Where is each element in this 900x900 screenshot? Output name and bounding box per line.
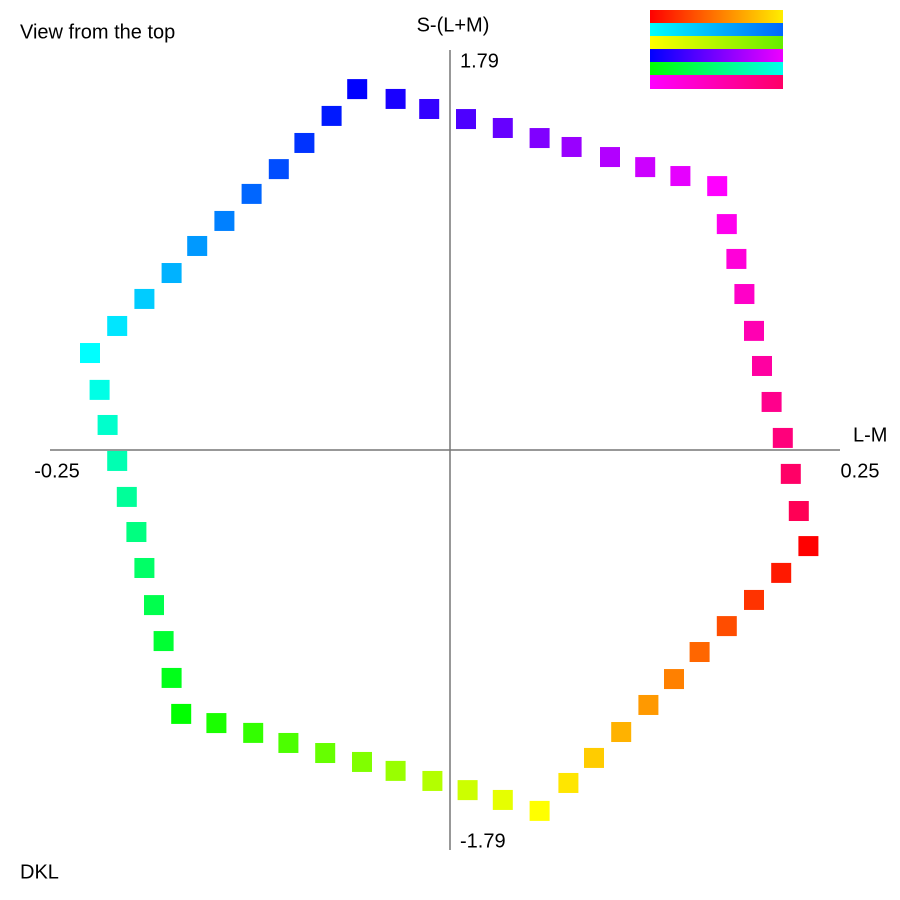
point xyxy=(772,427,793,448)
title: View from the top xyxy=(20,21,175,43)
point xyxy=(558,772,579,793)
point xyxy=(457,780,478,801)
x-axis-label: L-M xyxy=(853,424,887,446)
swatch-row xyxy=(650,49,783,62)
swatch-row xyxy=(650,36,783,49)
point xyxy=(214,210,235,231)
point xyxy=(243,722,264,743)
point xyxy=(716,214,737,235)
point xyxy=(584,747,604,768)
x-tick-label: 0.25 xyxy=(841,460,880,482)
point xyxy=(780,463,801,484)
point xyxy=(352,751,372,772)
point xyxy=(561,136,582,157)
point xyxy=(707,176,728,197)
point xyxy=(744,589,764,610)
y-tick-label: 1.79 xyxy=(460,50,499,72)
point xyxy=(385,760,406,781)
point xyxy=(321,105,342,126)
point xyxy=(107,315,128,336)
y-axis-label: S-(L+M) xyxy=(417,14,490,36)
point xyxy=(635,157,656,178)
point xyxy=(126,522,147,543)
palette xyxy=(650,10,783,89)
point xyxy=(315,743,336,764)
point xyxy=(529,800,550,821)
point xyxy=(798,536,819,557)
point xyxy=(638,694,659,715)
swatch-row xyxy=(650,23,783,36)
point xyxy=(144,595,164,616)
point xyxy=(771,562,792,583)
point xyxy=(241,183,262,204)
point xyxy=(611,722,632,743)
point xyxy=(752,355,772,376)
point xyxy=(116,486,137,507)
point xyxy=(456,109,476,130)
point xyxy=(422,770,443,791)
point xyxy=(134,288,155,309)
x-tick-label: -0.25 xyxy=(34,460,80,482)
point xyxy=(206,713,227,734)
point xyxy=(385,88,406,109)
point xyxy=(734,284,755,305)
point xyxy=(347,79,368,100)
point xyxy=(529,128,550,149)
point xyxy=(726,248,747,269)
point xyxy=(761,391,782,412)
point xyxy=(788,501,809,522)
point xyxy=(744,320,764,341)
point xyxy=(278,732,299,753)
swatch-row xyxy=(650,62,783,75)
point xyxy=(492,789,513,810)
point xyxy=(187,235,208,256)
point xyxy=(171,703,192,724)
point xyxy=(268,159,289,180)
point xyxy=(689,642,710,663)
point xyxy=(80,343,100,364)
point xyxy=(419,98,440,119)
point xyxy=(716,616,737,637)
swatch-row xyxy=(650,75,783,89)
y-tick-label: -1.79 xyxy=(460,830,506,852)
footer: DKL xyxy=(20,861,59,883)
point xyxy=(600,147,620,168)
point xyxy=(670,166,691,187)
point xyxy=(134,557,155,578)
point xyxy=(664,669,684,690)
point xyxy=(89,379,110,400)
point xyxy=(97,414,118,435)
point xyxy=(294,132,315,153)
point xyxy=(161,263,182,284)
swatch-row xyxy=(650,10,783,23)
point xyxy=(107,450,128,471)
point xyxy=(492,117,513,138)
point xyxy=(161,667,182,688)
point xyxy=(153,631,174,652)
